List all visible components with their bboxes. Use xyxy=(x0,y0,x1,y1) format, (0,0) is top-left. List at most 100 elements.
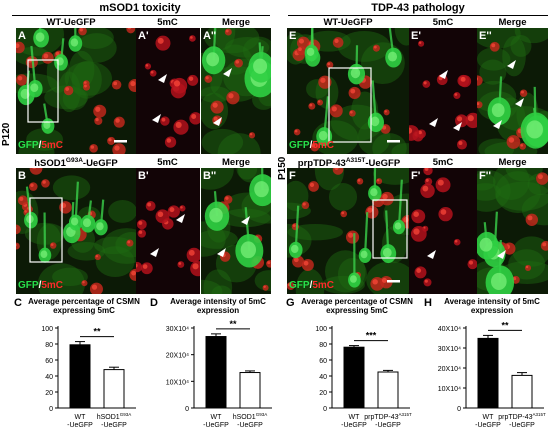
panel-letter-11: F' xyxy=(411,170,421,182)
y-tick-label: 0 xyxy=(49,406,53,413)
x-category-sublabel: -UeGFP xyxy=(101,422,127,429)
significance-stars: ** xyxy=(93,327,101,337)
heading-5mc-b: 5mC xyxy=(157,157,178,168)
chart-letter-g: G xyxy=(286,297,295,309)
bar-chart-h: 010X10⁴20X10⁴30X10⁴40X10⁴WT-UeGFPprpTDP-… xyxy=(438,320,546,429)
chart-letter-h: H xyxy=(424,297,432,309)
micrograph-panel-10 xyxy=(287,168,409,294)
heading-wt-left: WT-UeGFP xyxy=(46,17,96,28)
x-category-sublabel: -UeGFP xyxy=(341,422,367,429)
bar-chart-d: 010X10⁴20X10⁴30X10⁴WT-UeGFPhSOD1G93A-UeG… xyxy=(166,319,272,429)
y-tick-label: 80 xyxy=(45,342,53,349)
panel-letter-2: A' xyxy=(138,30,149,42)
heading-5mc-e: 5mC xyxy=(432,17,454,28)
section-title-tdp43: TDP-43 pathology xyxy=(371,2,465,14)
bar-wt xyxy=(205,336,227,409)
micrograph-panel-4 xyxy=(16,168,136,294)
section-title-msod1: mSOD1 toxicity xyxy=(99,2,181,14)
heading-merge-f: Merge xyxy=(498,157,527,168)
x-category-label: WT xyxy=(75,414,87,421)
heading-prptdp43: prpTDP-43A315T-UeGFP xyxy=(297,157,401,170)
x-category-sublabel: -UeGFP xyxy=(67,422,93,429)
heading-merge-b: Merge xyxy=(222,157,250,168)
channel-label-4: GFP/5mC xyxy=(18,280,64,291)
panel-letter-5: B' xyxy=(138,170,149,182)
y-tick-label: 0 xyxy=(457,406,461,413)
heading-5mc-a: 5mC xyxy=(157,17,178,28)
x-category-sublabel: -UeGFP xyxy=(203,422,229,429)
y-tick-label: 80 xyxy=(319,342,327,349)
heading-5mc-f: 5mC xyxy=(432,157,454,168)
bar-mutant xyxy=(511,374,533,409)
bar-wt xyxy=(343,346,365,409)
panel-letter-12: F'' xyxy=(479,170,491,182)
micrograph-panel-5 xyxy=(136,168,200,294)
x-category-label: WT xyxy=(349,414,361,421)
x-category-label: hSOD1G93A xyxy=(97,412,131,421)
bar-wt xyxy=(69,344,91,409)
y-tick-label: 100 xyxy=(315,326,327,333)
heading-wt-right: WT-UeGFP xyxy=(323,17,373,28)
panel-letter-3: A'' xyxy=(203,30,217,42)
x-category-sublabel: -UeGFP xyxy=(237,422,263,429)
y-tick-label: 20X10⁴ xyxy=(438,366,461,373)
micrograph-panel-8 xyxy=(409,28,477,154)
micrograph-panel-3 xyxy=(201,28,271,154)
bar-mutant xyxy=(103,369,125,409)
y-tick-label: 60 xyxy=(319,358,327,365)
time-label-p120: P120 xyxy=(1,122,12,146)
heading-merge-e: Merge xyxy=(498,17,527,28)
section-rule-left xyxy=(12,15,270,16)
x-category-label: WT xyxy=(483,414,495,421)
x-category-sublabel: -UeGFP xyxy=(509,422,535,429)
channel-label-7: GFP/5mC xyxy=(289,140,335,151)
y-tick-label: 0 xyxy=(185,406,189,413)
y-tick-label: 20 xyxy=(319,390,327,397)
y-tick-label: 10X10⁴ xyxy=(438,386,461,393)
chart-letter-d: D xyxy=(150,297,158,309)
panel-letter-1: A xyxy=(18,30,26,42)
micrograph-panel-2 xyxy=(136,28,200,154)
chart-title-d: Average intensity of 5mC expression xyxy=(170,297,266,315)
panel-letter-10: F xyxy=(289,170,296,182)
chart-title-h: Average intensity of 5mC expression xyxy=(444,297,540,315)
micrograph-panel-12 xyxy=(477,168,548,294)
y-tick-label: 30X10⁴ xyxy=(438,346,461,353)
section-rule-right xyxy=(288,15,548,16)
bar-mutant xyxy=(239,372,261,409)
micrograph-panel-9 xyxy=(477,28,548,154)
x-category-sublabel: -UeGFP xyxy=(375,422,401,429)
y-tick-label: 0 xyxy=(323,406,327,413)
micrograph-panel-7 xyxy=(287,28,409,154)
chart-letter-c: C xyxy=(14,297,22,309)
significance-stars: ** xyxy=(229,319,237,329)
x-category-label: prpTDP-43A315T xyxy=(364,412,412,421)
x-category-label: hSOD1G93A xyxy=(233,412,267,421)
significance-stars: ** xyxy=(501,320,509,330)
x-category-sublabel: -UeGFP xyxy=(475,422,501,429)
heading-merge-a: Merge xyxy=(222,17,250,28)
micrograph-panel-1 xyxy=(16,28,136,154)
x-category-label: WT xyxy=(211,414,223,421)
panel-letter-9: E'' xyxy=(479,30,492,42)
y-tick-label: 60 xyxy=(45,358,53,365)
panel-letter-8: E' xyxy=(411,30,421,42)
y-tick-label: 10X10⁴ xyxy=(166,379,189,386)
y-tick-label: 20X10⁴ xyxy=(166,353,189,360)
heading-hsod1: hSOD1G93A-UeGFP xyxy=(34,157,118,170)
bar-mutant xyxy=(377,371,399,409)
y-tick-label: 40 xyxy=(319,374,327,381)
panel-letter-6: B'' xyxy=(203,170,217,182)
y-tick-label: 100 xyxy=(41,326,53,333)
x-category-label: prpTDP-43A315T xyxy=(498,412,546,421)
significance-stars: *** xyxy=(366,331,377,341)
chart-title-c: Average percentage of CSMN expressing 5m… xyxy=(28,297,140,315)
channel-label-1: GFP/5mC xyxy=(18,140,64,151)
y-tick-label: 20 xyxy=(45,390,53,397)
micrograph-panel-6 xyxy=(201,168,271,294)
channel-label-10: GFP/5mC xyxy=(289,280,335,291)
bar-chart-g: 020406080100WT-UeGFPprpTDP-43A315T-UeGFP… xyxy=(315,326,412,429)
bar-wt xyxy=(477,337,499,409)
y-tick-label: 40 xyxy=(45,374,53,381)
